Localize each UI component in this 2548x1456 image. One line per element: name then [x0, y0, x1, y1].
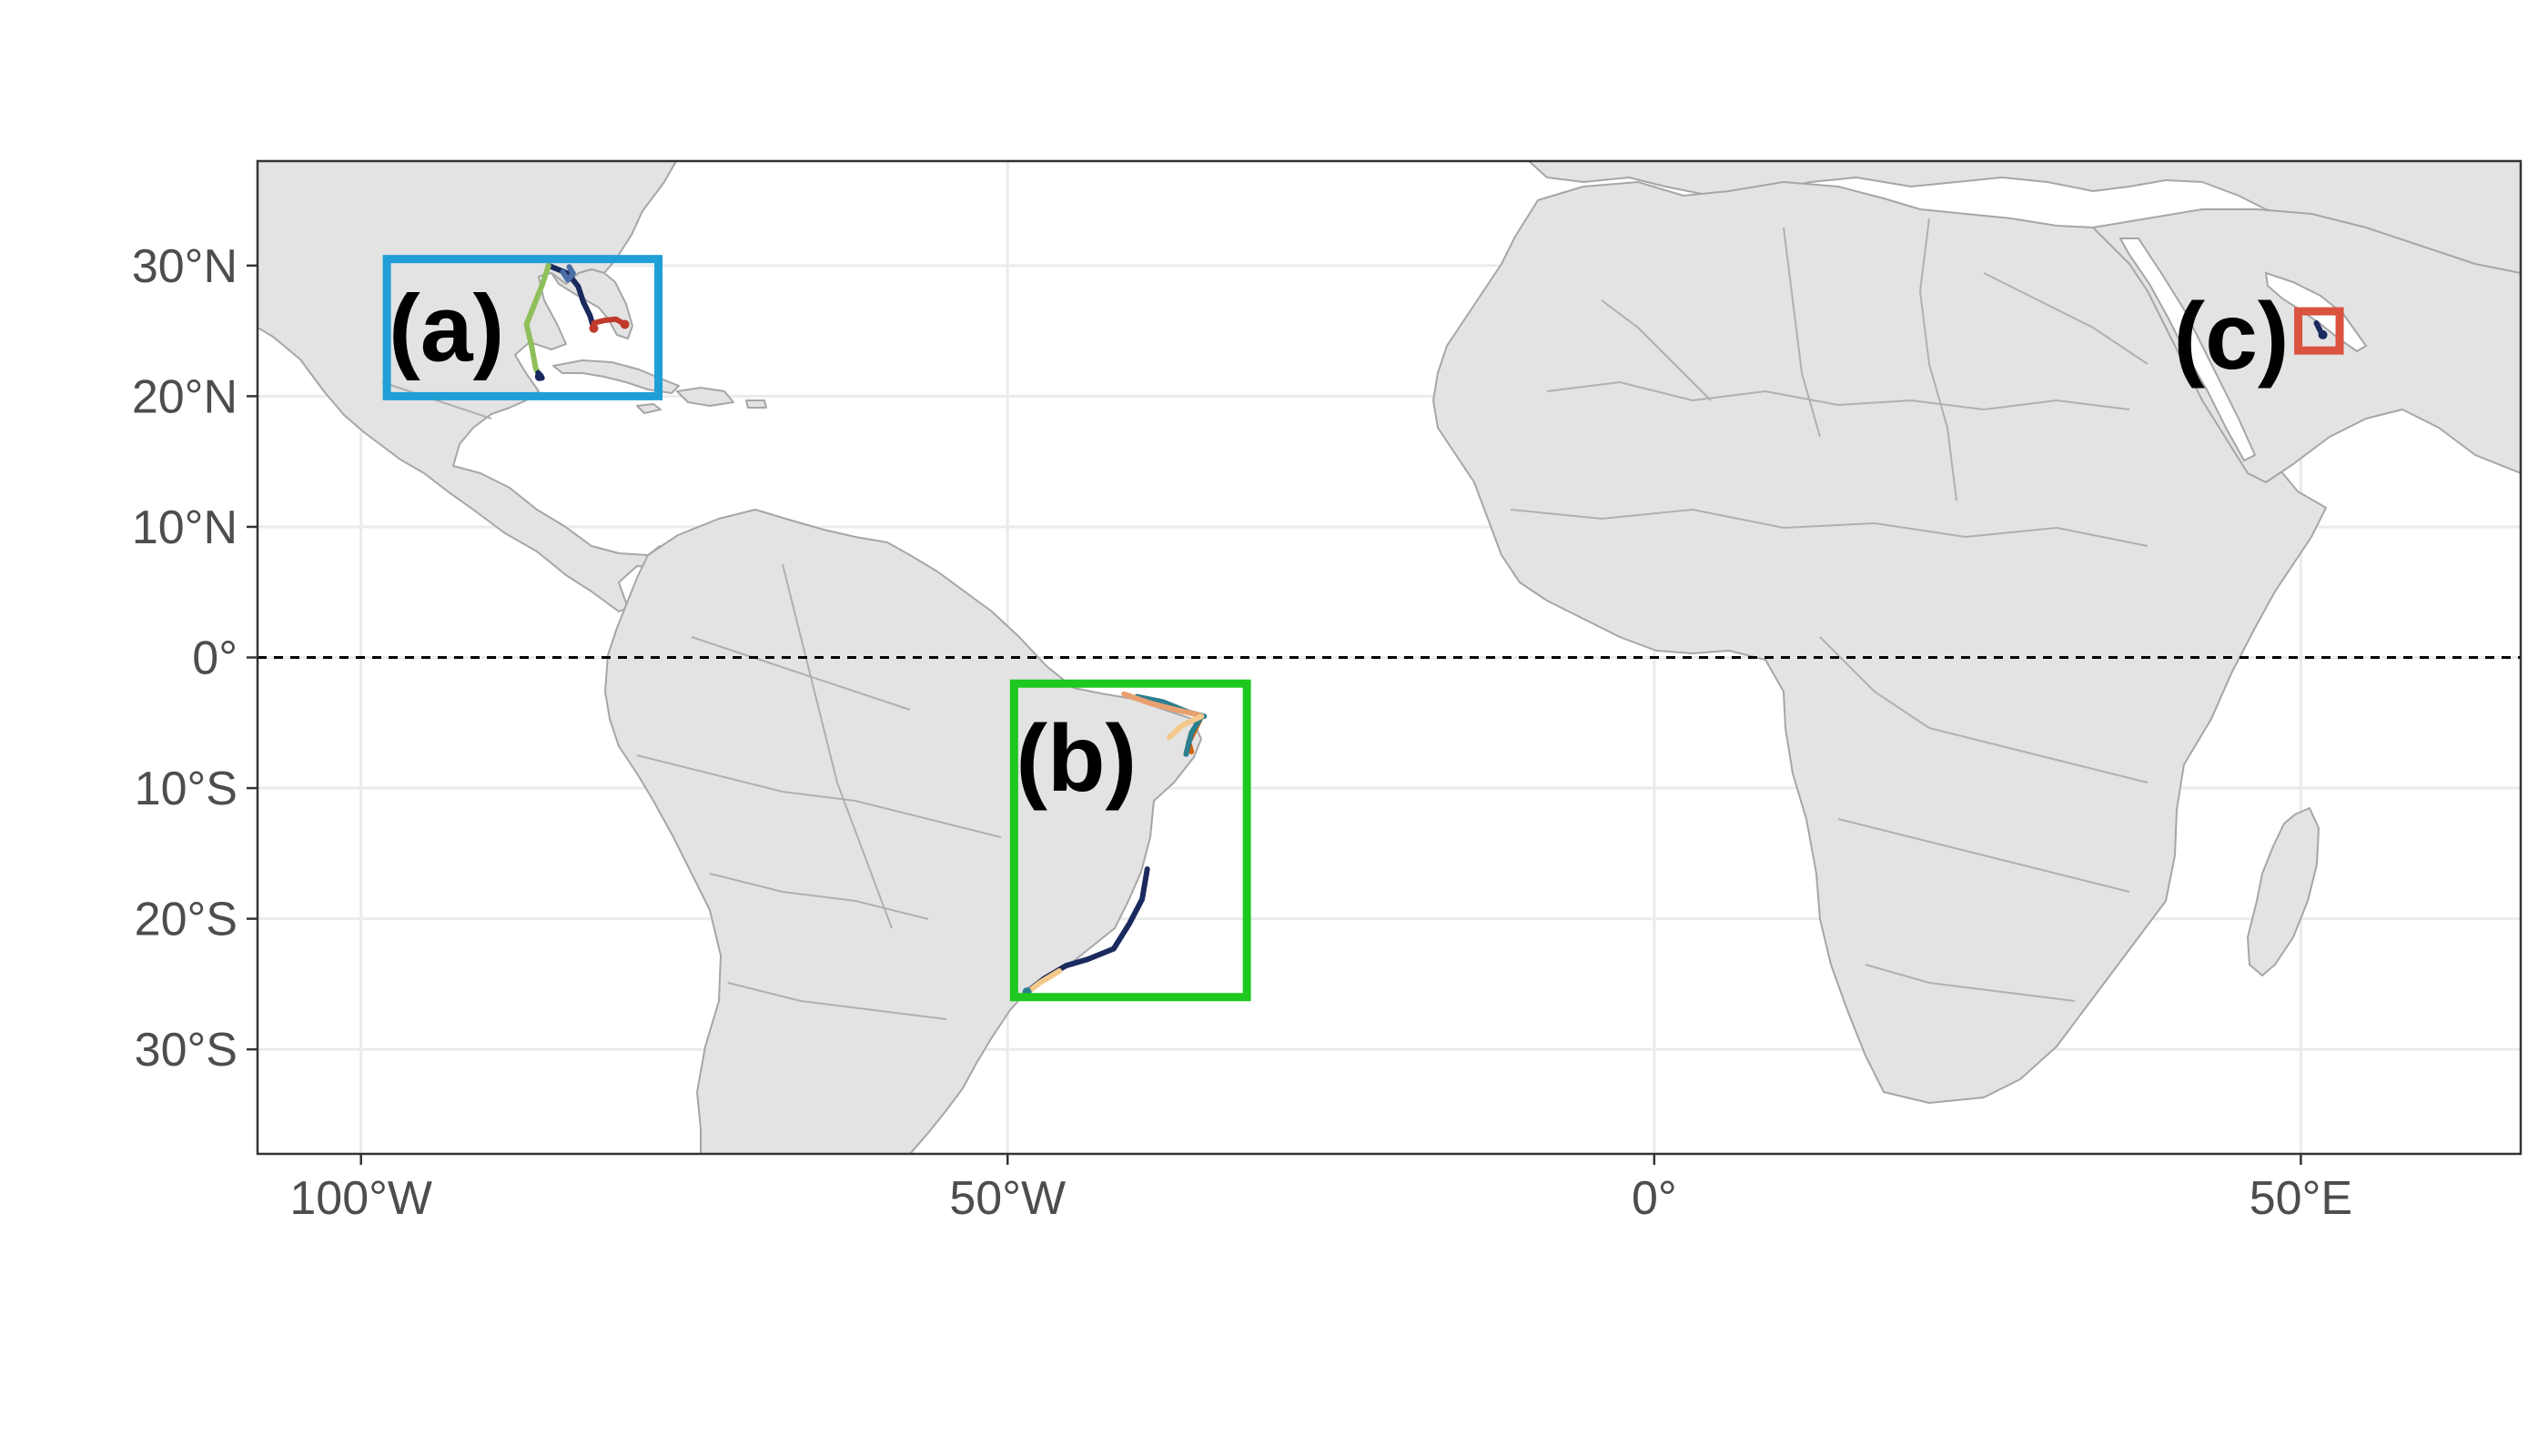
region-box-b [1009, 679, 1251, 1002]
region-box-c [2294, 307, 2344, 355]
track-point-0 [589, 323, 599, 333]
y-tick-label-0: 30°N [132, 240, 238, 293]
vessel-tracks [523, 262, 2328, 999]
y-axis: 30°N 20°N 10°N 0° 10°S 20°S 30°S [132, 240, 258, 1077]
track-9 [1166, 713, 1205, 741]
arabia-land [2092, 208, 2521, 483]
track-3 [591, 316, 628, 328]
y-tick-label-4: 10°S [135, 763, 238, 815]
y-tick-label-5: 20°S [135, 894, 238, 946]
red-sea [2118, 238, 2257, 462]
y-tick-label-1: 20°N [132, 370, 238, 423]
region-label-a: (a) [389, 277, 504, 382]
track-point-1 [534, 371, 544, 381]
madagascar-land [2247, 807, 2320, 976]
track-point-3 [2318, 329, 2328, 339]
x-axis: 100°W 50°W 0° 50°E [289, 1154, 2352, 1225]
region-label-b: (b) [1016, 706, 1137, 812]
region-box-a [382, 255, 663, 400]
x-tick-label-0: 100°W [289, 1172, 432, 1225]
hispaniola-land [676, 387, 734, 407]
y-tick-label-2: 10°N [132, 501, 238, 554]
track-point-2 [620, 319, 630, 329]
puerto-rico-land [745, 399, 767, 409]
region-label-c: (c) [2173, 284, 2289, 389]
track-1 [523, 262, 551, 379]
africa-land [1432, 181, 2327, 1104]
country-borders [381, 217, 2149, 1020]
region-boxes: (a) (b) (c) [382, 255, 2344, 1002]
jamaica-land [636, 403, 662, 414]
y-tick-label-6: 30°S [135, 1024, 238, 1077]
y-tick-label-3: 0° [192, 632, 238, 685]
cuba-land [552, 359, 680, 394]
track-2 [560, 264, 576, 283]
track-6 [1121, 691, 1202, 718]
x-tick-label-3: 50°E [2250, 1172, 2352, 1225]
x-tick-label-2: 0° [1632, 1172, 1677, 1225]
track-8 [1183, 713, 1205, 757]
x-tick-label-1: 50°W [949, 1172, 1066, 1225]
